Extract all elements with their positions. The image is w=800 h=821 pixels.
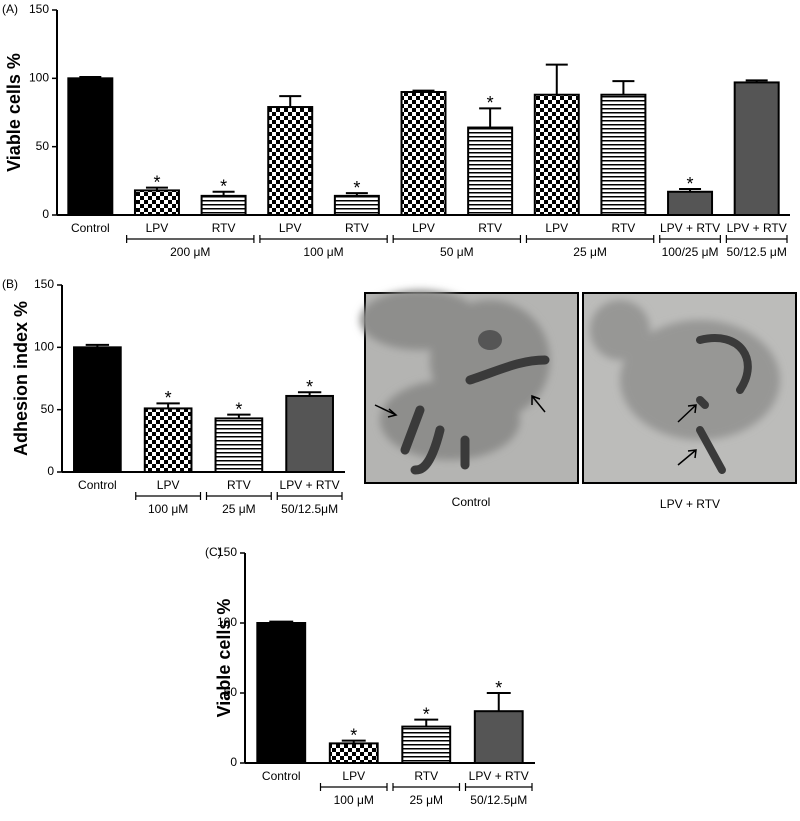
y-axis-label: Viable cells % xyxy=(214,599,234,718)
x-tick-label: LPV xyxy=(412,221,435,235)
y-tick-label: 0 xyxy=(42,207,49,221)
group-label: 50/12.5μM xyxy=(470,793,527,807)
bar xyxy=(533,93,580,216)
group-label: 25 μM xyxy=(573,245,607,259)
group-label: 50/12.5μM xyxy=(281,502,338,516)
group-bracket xyxy=(135,492,202,500)
group-bracket xyxy=(276,492,343,500)
y-tick-label: 0 xyxy=(230,755,237,769)
significance-marker: * xyxy=(235,399,242,419)
y-axis-label: Viable cells % xyxy=(4,53,24,172)
y-tick-label: 100 xyxy=(29,71,49,85)
bar xyxy=(400,91,447,216)
bar xyxy=(214,417,264,474)
significance-marker: * xyxy=(687,174,694,194)
group-label: 100 μM xyxy=(148,502,188,516)
bar xyxy=(67,77,114,217)
significance-marker: * xyxy=(495,678,502,698)
y-tick-label: 150 xyxy=(34,277,54,291)
y-axis-label: Adhesion index % xyxy=(11,301,31,456)
bar xyxy=(285,394,334,474)
group-label: 100 μM xyxy=(334,793,374,807)
bar xyxy=(473,710,524,765)
group-label: 50 μM xyxy=(440,245,474,259)
bar xyxy=(73,346,122,474)
bar xyxy=(467,126,514,216)
x-tick-label: Control xyxy=(71,221,110,235)
x-tick-label: LPV xyxy=(279,221,302,235)
x-tick-label: LPV xyxy=(342,769,365,783)
bar xyxy=(600,93,647,216)
x-tick-label: Control xyxy=(262,769,301,783)
group-label: 25 μM xyxy=(222,502,256,516)
micrograph-control xyxy=(360,290,579,484)
x-tick-label: RTV xyxy=(414,769,438,783)
significance-marker: * xyxy=(423,704,430,724)
group-bracket xyxy=(259,235,388,243)
x-tick-label: RTV xyxy=(227,478,251,492)
y-tick-label: 150 xyxy=(29,2,49,16)
significance-marker: * xyxy=(306,377,313,397)
y-tick-label: 100 xyxy=(217,615,237,629)
significance-marker: * xyxy=(165,388,172,408)
bar xyxy=(200,194,247,217)
group-bracket xyxy=(725,235,788,243)
group-label: 25 μM xyxy=(409,793,443,807)
bar xyxy=(143,407,193,474)
bar xyxy=(133,189,180,216)
group-bracket xyxy=(319,783,388,791)
group-label: 50/12.5 μM xyxy=(727,245,787,259)
bar xyxy=(267,106,314,216)
group-bracket xyxy=(126,235,255,243)
significance-marker: * xyxy=(487,93,494,113)
group-label: 100/25 μM xyxy=(662,245,719,259)
group-label: 200 μM xyxy=(170,245,210,259)
y-tick-label: 0 xyxy=(47,464,54,478)
y-tick-label: 50 xyxy=(224,685,238,699)
significance-marker: * xyxy=(153,172,160,192)
y-tick-label: 100 xyxy=(34,340,54,354)
x-tick-label: LPV xyxy=(146,221,169,235)
group-bracket xyxy=(205,492,272,500)
group-bracket xyxy=(659,235,721,243)
x-tick-label: LPV + RTV xyxy=(469,769,529,783)
image-caption: LPV + RTV xyxy=(660,497,720,511)
y-tick-label: 50 xyxy=(41,402,55,416)
bar xyxy=(256,622,307,764)
bar xyxy=(401,725,452,764)
micrograph-lpv-rtv xyxy=(582,292,797,484)
group-bracket xyxy=(464,783,533,791)
x-tick-label: Control xyxy=(78,478,117,492)
panel-label: (C) xyxy=(205,545,222,559)
panel-label: (A) xyxy=(2,2,18,16)
y-tick-label: 150 xyxy=(217,545,237,559)
group-bracket xyxy=(392,235,522,243)
significance-marker: * xyxy=(353,178,360,198)
bar xyxy=(333,194,380,217)
significance-marker: * xyxy=(350,725,357,745)
x-tick-label: LPV + RTV xyxy=(660,221,720,235)
x-tick-label: RTV xyxy=(345,221,369,235)
x-tick-label: RTV xyxy=(212,221,236,235)
significance-marker: * xyxy=(220,177,227,197)
x-tick-label: LPV + RTV xyxy=(727,221,787,235)
x-tick-label: LPV xyxy=(545,221,568,235)
group-label: 100 μM xyxy=(303,245,343,259)
x-tick-label: RTV xyxy=(478,221,502,235)
bar xyxy=(733,81,780,216)
group-bracket xyxy=(392,783,461,791)
bar xyxy=(667,190,714,216)
y-tick-label: 50 xyxy=(36,139,50,153)
x-tick-label: LPV xyxy=(157,478,180,492)
x-tick-label: LPV + RTV xyxy=(280,478,340,492)
image-caption: Control xyxy=(452,495,491,509)
bar xyxy=(328,742,379,765)
panel-label: (B) xyxy=(2,277,18,291)
x-tick-label: RTV xyxy=(612,221,636,235)
group-bracket xyxy=(525,235,655,243)
